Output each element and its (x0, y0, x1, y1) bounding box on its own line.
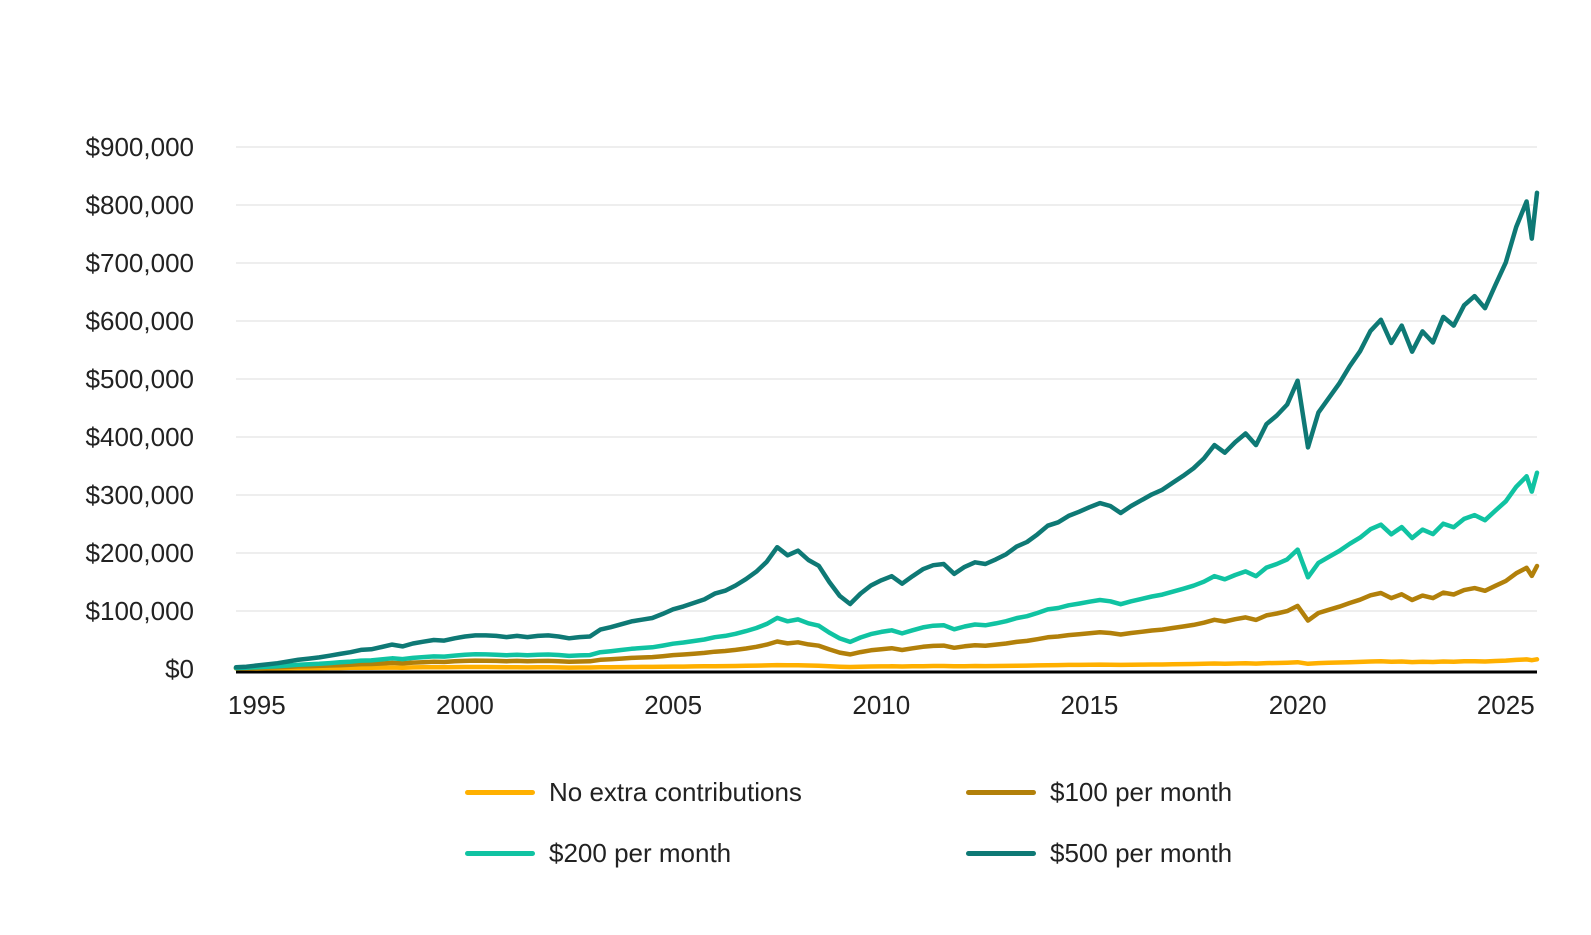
y-tick-label: $200,000 (86, 538, 194, 568)
y-tick-label: $600,000 (86, 306, 194, 336)
y-tick-label: $500,000 (86, 364, 194, 394)
legend-label: $500 per month (1050, 837, 1233, 868)
legend-item--100-per-month: $100 per month (966, 770, 1232, 814)
legend-label: No extra contributions (549, 776, 802, 807)
legend-swatch (966, 789, 1036, 795)
legend-label: $100 per month (1050, 776, 1233, 807)
y-tick-label: $700,000 (86, 248, 194, 278)
y-tick-label: $400,000 (86, 422, 194, 452)
legend-item--500-per-month: $500 per month (966, 831, 1232, 875)
legend-label: $200 per month (549, 837, 732, 868)
x-tick-label: 2005 (644, 690, 702, 720)
x-tick-label: 2000 (436, 690, 494, 720)
series-line-no-extra-contributions (233, 657, 1540, 671)
x-tick-label: 2020 (1269, 690, 1327, 720)
x-tick-label: 2015 (1061, 690, 1119, 720)
y-tick-label: $0 (165, 654, 194, 684)
x-tick-label: 1995 (228, 690, 286, 720)
x-tick-label: 2010 (852, 690, 910, 720)
series-line--500-per-month (233, 190, 1540, 670)
x-tick-label: 2025 (1477, 690, 1535, 720)
legend-swatch (465, 850, 535, 856)
legend-item-no-extra-contributions: No extra contributions (465, 770, 966, 814)
y-tick-label: $800,000 (86, 190, 194, 220)
y-tick-label: $900,000 (86, 132, 194, 162)
legend-swatch (465, 789, 535, 795)
legend-item--200-per-month: $200 per month (465, 831, 966, 875)
y-tick-label: $100,000 (86, 596, 194, 626)
series-line--200-per-month (233, 470, 1540, 671)
y-tick-label: $300,000 (86, 480, 194, 510)
legend-swatch (966, 850, 1036, 856)
series-line--100-per-month (233, 563, 1540, 671)
chart-legend: No extra contributions $100 per month $200… (465, 770, 1232, 875)
